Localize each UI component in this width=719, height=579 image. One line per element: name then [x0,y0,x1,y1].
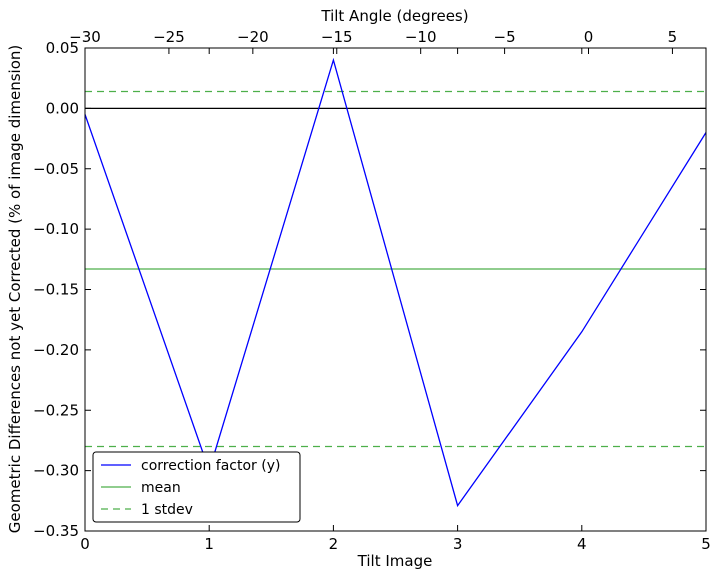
legend-label-0: correction factor (y) [141,458,280,474]
x-tick-label: 5 [701,535,711,553]
left-y-axis: 0.05 0.00 −0.05 −0.10 −0.15 −0.20 −0.25 −0.30 −0… [33,39,706,540]
top-tick-label: −5 [494,28,516,46]
y-tick-label: −0.20 [33,341,79,359]
y-tick-label: −0.30 [33,462,79,480]
y-tick-label: −0.05 [33,160,79,178]
legend: correction factor (y) mean 1 stdev [92,451,301,523]
y-tick-label: 0.05 [46,39,79,57]
top-tick-label: 5 [668,28,678,46]
top-x-axis: −30 −25 −20 −15 −10 −5 0 5 [69,28,677,54]
x-tick-label: 0 [80,535,90,553]
y-tick-label: −0.10 [33,220,79,238]
y-axis-label: Geometric Differences not yet Corrected … [6,45,24,534]
y-tick-label: −0.15 [33,281,79,299]
top-tick-label: 0 [584,28,594,46]
top-tick-label: −10 [405,28,437,46]
top-tick-label: −25 [153,28,185,46]
y-tick-label: −0.35 [33,522,79,540]
y-tick-label: 0.00 [46,99,79,117]
x-tick-label: 3 [453,535,463,553]
series-line-0 [84,57,707,508]
top-tick-label: −15 [321,28,353,46]
legend-label-2: 1 stdev [141,502,193,518]
top-tick-label: −30 [69,28,101,46]
x-tick-label: 4 [577,535,587,553]
legend-label-1: mean [141,480,181,496]
legend-box [92,451,301,523]
top-tick-label: −20 [237,28,269,46]
y-tick-label: −0.25 [33,401,79,419]
top-x-axis-label: Tilt Angle (degrees) [320,7,468,25]
x-axis-label: Tilt Image [357,552,433,570]
plot-content [84,57,707,508]
bottom-x-axis: 0 1 2 3 4 5 [80,48,711,553]
x-tick-label: 2 [329,535,339,553]
x-tick-label: 1 [204,535,214,553]
